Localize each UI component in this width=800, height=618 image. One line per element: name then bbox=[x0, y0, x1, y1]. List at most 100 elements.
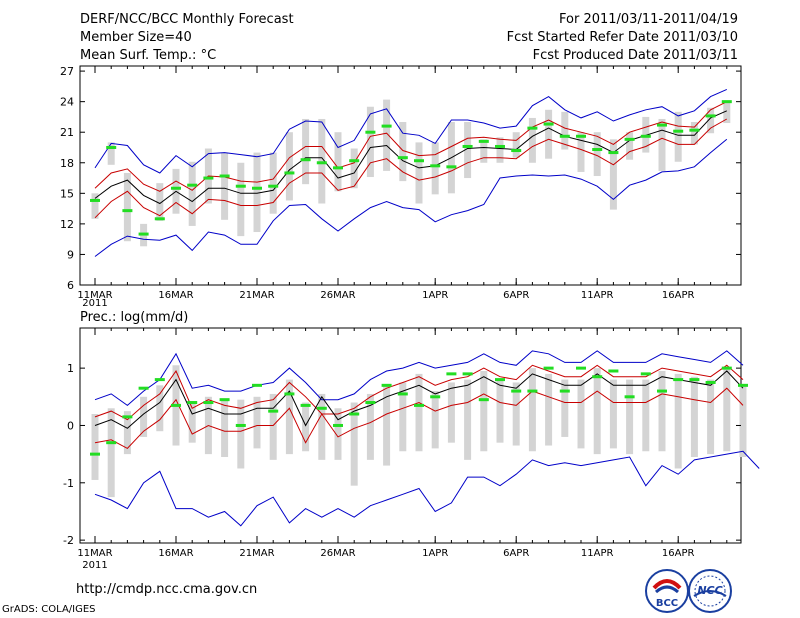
temp-observed-marker bbox=[462, 144, 473, 148]
chart-title: DERF/NCC/BCC Monthly Forecast bbox=[80, 12, 294, 27]
prec-spread-box bbox=[496, 379, 504, 443]
temp-observed-marker bbox=[527, 126, 538, 130]
temp-spread-box bbox=[609, 139, 617, 210]
temp-spread-box bbox=[431, 142, 439, 195]
prec-spread-box bbox=[123, 411, 131, 455]
source-url[interactable]: http://cmdp.ncc.cma.gov.cn bbox=[76, 582, 258, 597]
bcc-logo: BCC bbox=[645, 569, 689, 613]
temp-observed-marker bbox=[381, 124, 392, 128]
temp-observed-marker bbox=[640, 134, 651, 138]
temp-observed-marker bbox=[284, 171, 295, 175]
temp-ytick-label: 21 bbox=[60, 126, 74, 139]
prec-observed-marker bbox=[640, 372, 651, 376]
prec-spread-box bbox=[447, 382, 455, 443]
temp-spread-box bbox=[302, 118, 310, 185]
prec-observed-marker bbox=[106, 441, 117, 445]
prec-observed-marker bbox=[495, 378, 505, 382]
prec-spread-box bbox=[739, 385, 747, 457]
temp-ytick-label: 9 bbox=[67, 248, 74, 261]
temp-series-min bbox=[94, 138, 728, 257]
prec-observed-marker bbox=[381, 383, 392, 387]
temp-observed-marker bbox=[559, 134, 570, 138]
prec-series-mean bbox=[94, 370, 744, 429]
temp-xtick-label: 1APR bbox=[422, 290, 448, 301]
temp-ytick-label: 15 bbox=[60, 187, 74, 200]
prec-observed-marker bbox=[187, 401, 198, 405]
temp-observed-marker bbox=[446, 165, 457, 169]
prec-spread-box bbox=[366, 393, 374, 460]
prec-spread-box bbox=[512, 382, 520, 446]
temp-observed-marker bbox=[333, 166, 343, 170]
temp-ytick-label: 18 bbox=[60, 157, 74, 170]
prec-spread-box bbox=[577, 379, 585, 449]
prec-xtick-label: 16MAR bbox=[158, 548, 193, 559]
temp-spread-box bbox=[399, 122, 407, 182]
prec-spread-box bbox=[642, 379, 650, 452]
temp-observed-marker bbox=[430, 164, 441, 168]
prec-observed-marker bbox=[203, 401, 214, 405]
prec-xtick-label: 16APR bbox=[662, 548, 695, 559]
temp-observed-marker bbox=[365, 130, 376, 134]
prec-spread-box bbox=[690, 376, 698, 457]
temp-observed-marker bbox=[721, 100, 732, 104]
temp-spread-box bbox=[512, 132, 520, 158]
prec-spread-box bbox=[480, 371, 488, 452]
prec-spread-box bbox=[674, 373, 682, 469]
temp-spread-box bbox=[723, 101, 731, 124]
prec-spread-box bbox=[593, 368, 601, 455]
temp-observed-marker bbox=[171, 186, 181, 190]
prec-ytick-label: 0 bbox=[67, 419, 74, 432]
prec-observed-marker bbox=[738, 383, 748, 387]
temp-spread-box bbox=[464, 122, 472, 179]
forecast-period: For 2011/03/11-2011/04/19 bbox=[559, 12, 738, 27]
produced-date: Fcst Produced Date 2011/03/11 bbox=[532, 48, 738, 63]
temp-spread-box bbox=[237, 162, 245, 237]
temp-spread-box bbox=[642, 116, 650, 153]
temp-spread-box bbox=[383, 99, 391, 171]
prec-observed-marker bbox=[122, 415, 133, 419]
temp-spread-box bbox=[690, 122, 698, 145]
prec-spread-box bbox=[350, 402, 358, 486]
temp-observed-marker bbox=[414, 159, 424, 163]
prec-spread-box bbox=[140, 396, 148, 437]
temp-observed-marker bbox=[349, 159, 360, 163]
prec-observed-marker bbox=[235, 423, 246, 427]
temp-observed-marker bbox=[203, 176, 214, 180]
precip-panel-title: Prec.: log(mm/d) bbox=[80, 310, 189, 325]
prec-spread-box bbox=[658, 371, 666, 452]
variable-label: Mean Surf. Temp.: °C bbox=[80, 48, 217, 63]
temp-spread-box bbox=[496, 137, 504, 163]
prec-observed-marker bbox=[446, 372, 457, 376]
temp-observed-marker bbox=[154, 217, 165, 221]
prec-spread-box bbox=[285, 379, 293, 455]
prec-observed-marker bbox=[511, 389, 522, 393]
prec-series-max bbox=[94, 350, 744, 407]
prec-spread-box bbox=[626, 379, 634, 455]
prec-spread-box bbox=[318, 393, 326, 460]
temp-observed-marker bbox=[673, 129, 684, 133]
temp-observed-marker bbox=[397, 156, 408, 160]
prec-series-lower bbox=[94, 387, 744, 450]
prec-observed-marker bbox=[543, 366, 554, 370]
grads-credit: GrADS: COLA/IGES bbox=[2, 604, 96, 615]
prec-spread-box bbox=[383, 385, 391, 466]
prec-observed-marker bbox=[219, 398, 230, 402]
temp-observed-marker bbox=[138, 232, 149, 236]
temp-spread-box bbox=[545, 109, 553, 159]
start-date: Fcst Started Refer Date 2011/03/10 bbox=[506, 30, 738, 45]
prec-observed-marker bbox=[608, 369, 619, 373]
temp-xtick-label: 11APR bbox=[581, 290, 614, 301]
temp-observed-marker bbox=[235, 184, 246, 188]
prec-observed-marker bbox=[252, 383, 262, 387]
temp-spread-box bbox=[674, 111, 682, 162]
prec-spread-box bbox=[334, 408, 342, 460]
prec-observed-marker bbox=[333, 423, 343, 427]
temp-spread-box bbox=[334, 132, 342, 192]
temp-observed-marker bbox=[511, 149, 522, 153]
temp-xtick-label: 16MAR bbox=[158, 290, 193, 301]
prec-spread-box bbox=[269, 393, 277, 460]
temp-spread-box bbox=[707, 107, 715, 134]
prec-observed-marker bbox=[624, 395, 635, 399]
prec-spread-box bbox=[431, 391, 439, 449]
temp-observed-marker bbox=[90, 198, 100, 202]
